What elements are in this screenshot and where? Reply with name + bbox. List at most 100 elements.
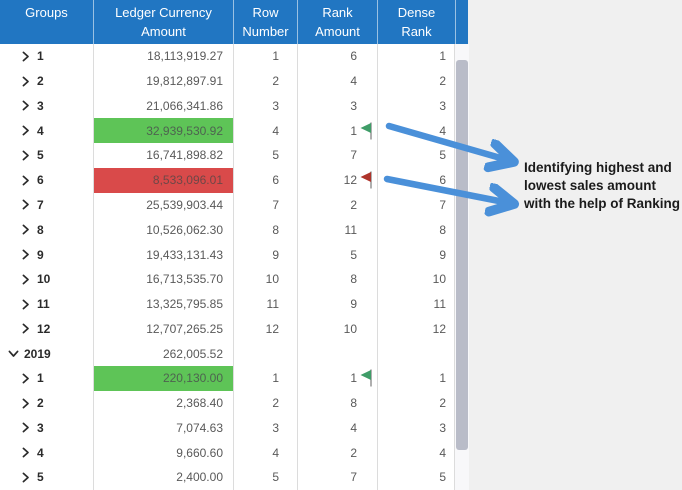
rank-amount-cell: 11 <box>297 217 377 242</box>
amount-cell: 2,400.00 <box>93 465 233 490</box>
amount-cell: 7,074.63 <box>93 415 233 440</box>
amount-cell: 2,368.40 <box>93 391 233 416</box>
table-row: 1212,707,265.25121012 <box>0 316 455 341</box>
rank-value: 6 <box>350 49 357 63</box>
group-label: 11 <box>37 297 50 311</box>
vertical-scrollbar[interactable] <box>455 44 469 490</box>
rank-amount-cell: 4 <box>297 69 377 94</box>
column-header-label: Rank <box>378 22 455 41</box>
rank-value: 8 <box>350 272 357 286</box>
rank-value: 1 <box>350 124 357 138</box>
column-header-ledger-currency-amount[interactable]: Ledger Currency Amount <box>93 0 233 44</box>
group-label: 12 <box>37 322 50 336</box>
column-header-groups[interactable]: Groups <box>0 0 93 44</box>
ranking-table-screenshot: Groups Ledger Currency Amount Row Number… <box>0 0 682 490</box>
table-row: 919,433,131.43959 <box>0 242 455 267</box>
expand-chevron-icon[interactable] <box>20 398 31 409</box>
column-header-label: Ledger Currency <box>94 3 233 22</box>
group-cell: 4 <box>0 440 93 465</box>
group-cell: 11 <box>0 292 93 317</box>
rank-amount-cell: 3 <box>297 94 377 119</box>
amount-cell: 16,713,535.70 <box>93 267 233 292</box>
group-cell: 6 <box>0 168 93 193</box>
annotation-line: Identifying highest and <box>524 159 682 177</box>
annotation-line: lowest sales amount <box>524 177 682 195</box>
expand-chevron-icon[interactable] <box>20 150 31 161</box>
group-cell: 8 <box>0 217 93 242</box>
column-header-dense-rank[interactable]: Dense Rank <box>377 0 455 44</box>
rank-value: 11 <box>345 223 357 237</box>
group-cell: 5 <box>0 465 93 490</box>
expand-chevron-icon[interactable] <box>20 100 31 111</box>
rank-value: 12 <box>344 173 357 187</box>
table-row: 68,533,096.016126 <box>0 168 455 193</box>
red-flag-icon <box>359 171 374 190</box>
collapse-chevron-icon[interactable] <box>8 348 19 359</box>
expand-chevron-icon[interactable] <box>20 472 31 483</box>
row-number-cell: 2 <box>233 391 297 416</box>
column-header-label: Groups <box>0 3 93 22</box>
rank-amount-cell: 2 <box>297 193 377 218</box>
amount-cell: 19,812,897.91 <box>93 69 233 94</box>
amount-cell: 19,433,131.43 <box>93 242 233 267</box>
dense-rank-cell: 4 <box>377 440 455 465</box>
amount-cell: 21,066,341.86 <box>93 94 233 119</box>
amount-cell: 12,707,265.25 <box>93 316 233 341</box>
dense-rank-cell: 2 <box>377 69 455 94</box>
expand-chevron-icon[interactable] <box>20 373 31 384</box>
amount-cell: 8,533,096.01 <box>93 168 233 193</box>
expand-chevron-icon[interactable] <box>20 199 31 210</box>
expand-chevron-icon[interactable] <box>20 76 31 87</box>
group-label: 4 <box>37 124 44 138</box>
column-header-rank-amount[interactable]: Rank Amount <box>297 0 377 44</box>
table-row: 1220,130.00111 <box>0 366 455 391</box>
expand-chevron-icon[interactable] <box>20 422 31 433</box>
expand-chevron-icon[interactable] <box>20 323 31 334</box>
rank-value: 7 <box>350 470 357 484</box>
group-cell: 3 <box>0 94 93 119</box>
group-label: 5 <box>37 470 44 484</box>
rank-amount-cell: 1 <box>297 366 377 391</box>
scrollbar-thumb[interactable] <box>456 60 468 450</box>
rank-value: 9 <box>350 297 357 311</box>
table-row: 725,539,903.44727 <box>0 193 455 218</box>
group-label: 2 <box>37 396 44 410</box>
row-number-cell: 3 <box>233 415 297 440</box>
dense-rank-cell: 9 <box>377 242 455 267</box>
row-number-cell: 11 <box>233 292 297 317</box>
expand-chevron-icon[interactable] <box>20 249 31 260</box>
rank-value: 8 <box>350 396 357 410</box>
group-label: 2 <box>37 74 44 88</box>
group-label: 2019 <box>24 347 51 361</box>
row-number-cell: 2 <box>233 69 297 94</box>
expand-chevron-icon[interactable] <box>20 274 31 285</box>
annotation-text: Identifying highest and lowest sales amo… <box>524 159 682 213</box>
dense-rank-cell: 1 <box>377 44 455 69</box>
rank-amount-cell: 7 <box>297 143 377 168</box>
row-number-cell: 6 <box>233 168 297 193</box>
column-header-row-number[interactable]: Row Number <box>233 0 297 44</box>
rank-value: 3 <box>350 99 357 113</box>
row-number-cell: 3 <box>233 94 297 119</box>
column-header-label: Rank <box>298 3 377 22</box>
annotation-line: with the help of Ranking <box>524 195 682 213</box>
expand-chevron-icon[interactable] <box>20 447 31 458</box>
group-cell: 2 <box>0 391 93 416</box>
row-number-cell: 4 <box>233 440 297 465</box>
table-row: 432,939,530.92414 <box>0 118 455 143</box>
expand-chevron-icon[interactable] <box>20 125 31 136</box>
expand-chevron-icon[interactable] <box>20 51 31 62</box>
amount-cell: 262,005.52 <box>93 341 233 366</box>
amount-cell: 9,660.60 <box>93 440 233 465</box>
rank-amount-cell: 9 <box>297 292 377 317</box>
table-row: 49,660.60424 <box>0 440 455 465</box>
group-label: 8 <box>37 223 44 237</box>
amount-cell: 13,325,795.85 <box>93 292 233 317</box>
table-row: 52,400.00575 <box>0 465 455 490</box>
expand-chevron-icon[interactable] <box>20 224 31 235</box>
amount-cell: 10,526,062.30 <box>93 217 233 242</box>
expand-chevron-icon[interactable] <box>20 299 31 310</box>
row-number-cell: 1 <box>233 44 297 69</box>
rank-value: 4 <box>350 74 357 88</box>
expand-chevron-icon[interactable] <box>20 175 31 186</box>
